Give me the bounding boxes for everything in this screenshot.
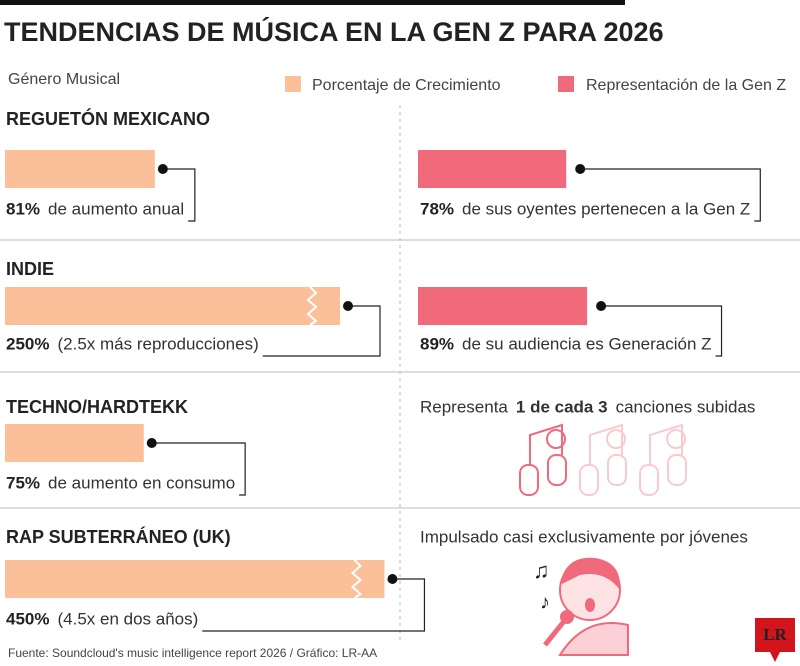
note-text: canciones subidas: [616, 397, 756, 416]
legend-genz: Representación de la Gen Z: [586, 77, 786, 94]
connector: [601, 305, 723, 357]
growth-bar: [5, 287, 340, 325]
genre: TECHNO/HARDTEKK: [6, 397, 188, 417]
top-rule: [0, 0, 625, 5]
value-label: 78%: [420, 199, 454, 218]
note-text: Impulsado casi exclusivamente por jóvene…: [420, 527, 748, 546]
label-text: de aumento anual: [48, 199, 184, 218]
connector: [151, 442, 246, 496]
value-label: 81%: [6, 199, 40, 218]
connector-dot: [157, 164, 168, 174]
growth-bar: [5, 150, 155, 188]
connector-dot: [575, 164, 586, 174]
label-text: de aumento en consumo: [48, 473, 235, 492]
label-text: (2.5x más reproducciones): [57, 334, 258, 353]
genre: RAP SUBTERRÁNEO (UK): [6, 526, 231, 547]
value-label: 450%: [6, 609, 49, 628]
note-glyph: ♫: [533, 558, 550, 583]
legend-swatch: [285, 76, 301, 92]
logo-box: [755, 618, 795, 652]
value-label: 250%: [6, 334, 49, 353]
bar-break: [306, 286, 318, 326]
value-label: 75%: [6, 473, 40, 492]
bar-break: [350, 559, 363, 599]
logo: LR: [763, 625, 787, 644]
singer-icon: ♫ ♪: [533, 557, 629, 656]
growth-bar: [5, 424, 144, 462]
connector-dot: [387, 574, 398, 584]
growth-bar: [5, 560, 385, 598]
legend-swatch: [558, 76, 574, 92]
connector: [202, 578, 426, 632]
genz-bar: [418, 287, 588, 325]
value-label: 89%: [420, 334, 454, 353]
connector-dot: [146, 438, 157, 448]
label-text: de sus oyentes pertenecen a la Gen Z: [462, 199, 750, 218]
title: TENDENCIAS DE MÚSICA EN LA GEN Z PARA 20…: [4, 16, 664, 47]
source: Fuente: Soundcloud's music intelligence …: [8, 646, 377, 660]
note-text: 1 de cada 3: [516, 397, 608, 416]
connector: [162, 168, 196, 222]
legend-genre: Género Musical: [8, 71, 120, 88]
connector-dot: [596, 301, 607, 311]
logo-tail: [770, 652, 780, 662]
genre: INDIE: [6, 259, 54, 279]
genz-bar: [418, 150, 567, 188]
connector: [262, 305, 381, 357]
genre: REGUETÓN MEXICANO: [6, 108, 210, 129]
label-text: de su audiencia es Generación Z: [462, 334, 712, 353]
connector-dot: [343, 301, 353, 311]
note-glyph: ♪: [540, 591, 550, 613]
music-icons: [519, 423, 687, 496]
legend-growth: Porcentaje de Crecimiento: [312, 77, 501, 94]
label-text: (4.5x en dos años): [57, 609, 198, 628]
note-text: Representa: [420, 397, 508, 416]
connector: [580, 168, 761, 222]
